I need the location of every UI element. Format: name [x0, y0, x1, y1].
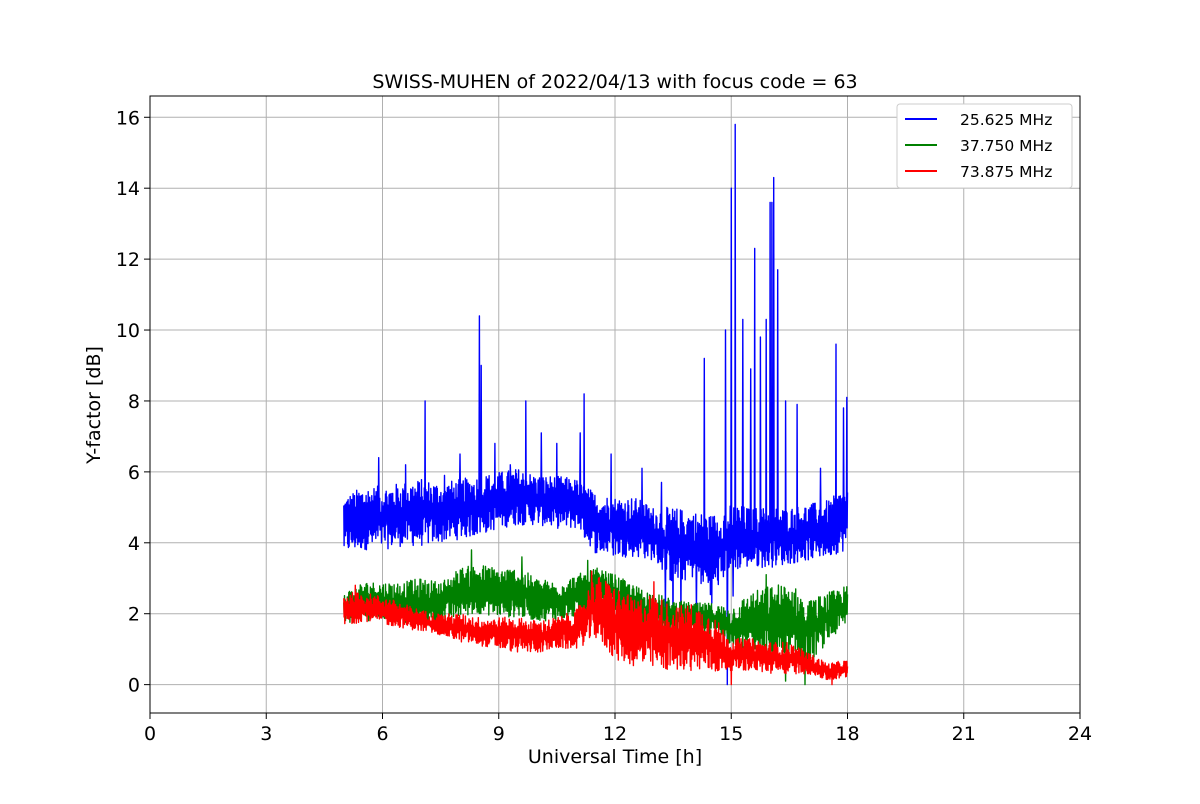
x-tick-label: 3	[260, 723, 272, 745]
y-tick-label: 2	[128, 604, 140, 626]
y-tick-label: 0	[128, 675, 140, 697]
y-tick-label: 14	[116, 178, 140, 200]
legend-box	[896, 103, 1073, 189]
y-tick-label: 12	[116, 249, 140, 271]
legend-label-2: 37.750 MHz	[960, 137, 1052, 155]
series-group	[343, 123, 849, 686]
x-tick-label: 0	[144, 723, 156, 745]
series-line-2	[343, 549, 849, 686]
series-line-3	[343, 570, 849, 686]
y-tick-label: 6	[128, 462, 140, 484]
x-tick-label: 21	[952, 723, 976, 745]
chart-title: SWISS-MUHEN of 2022/04/13 with focus cod…	[372, 71, 857, 93]
y-tick-label: 8	[128, 391, 140, 413]
x-tick-label: 18	[835, 723, 859, 745]
x-tick-label: 15	[719, 723, 743, 745]
y-tick-label: 16	[116, 107, 140, 129]
x-axis-label: Universal Time [h]	[528, 746, 702, 768]
legend: 25.625 MHz 37.750 MHz 73.875 MHz	[896, 103, 1073, 189]
legend-label-3: 73.875 MHz	[960, 163, 1052, 181]
y-tick-label: 4	[128, 533, 140, 555]
series-line-1	[343, 123, 849, 686]
x-tick-label: 9	[493, 723, 505, 745]
x-tick-label: 24	[1068, 723, 1092, 745]
legend-label-1: 25.625 MHz	[960, 111, 1052, 129]
x-tick-label: 6	[376, 723, 388, 745]
y-axis-label: Y-factor [dB]	[83, 346, 105, 465]
y-tick-label: 10	[116, 320, 140, 342]
x-tick-label: 12	[603, 723, 627, 745]
